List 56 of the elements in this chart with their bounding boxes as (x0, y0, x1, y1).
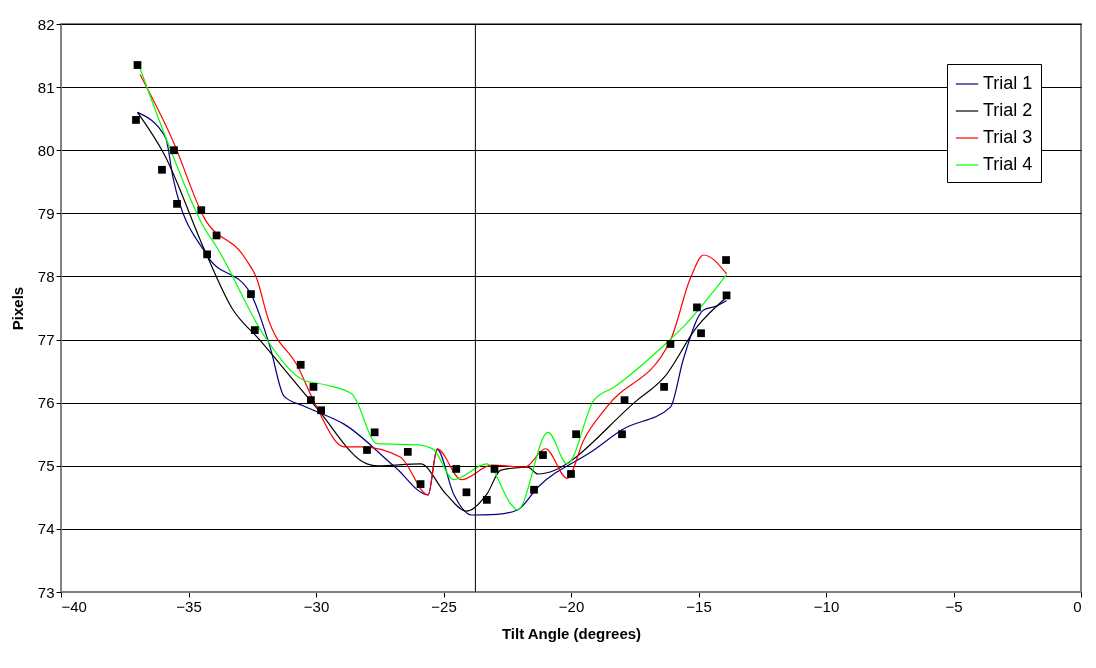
point (722, 256, 730, 264)
point (158, 165, 166, 174)
y-tick-label: 79 (37, 204, 55, 222)
x-tick-label: 0 (1073, 597, 1082, 615)
x-tick-label: −40 (61, 597, 87, 615)
point (567, 470, 575, 478)
point (539, 451, 547, 459)
legend-label: Trial 3 (983, 127, 1033, 147)
x-tick-label: −30 (303, 597, 330, 615)
point (370, 428, 379, 437)
point (296, 360, 305, 369)
point (490, 465, 499, 473)
point (307, 396, 315, 405)
legend-label: Trial 4 (983, 154, 1033, 174)
point (170, 146, 178, 155)
point (462, 488, 471, 497)
point (530, 485, 538, 494)
x-tick-label: −15 (686, 597, 712, 615)
y-tick-label: 76 (37, 394, 55, 412)
legend-label: Trial 2 (983, 100, 1033, 120)
point (247, 290, 255, 298)
y-tick-label: 75 (37, 457, 55, 475)
point (416, 480, 425, 488)
point (452, 465, 461, 473)
y-tick-label: 82 (37, 15, 55, 33)
point (317, 406, 325, 415)
point (403, 448, 412, 456)
x-tick-label: −25 (431, 597, 457, 615)
point (697, 329, 705, 338)
point (133, 61, 142, 69)
y-tick-label: 73 (37, 583, 55, 601)
x-axis-title: Tilt Angle (degrees) (501, 624, 642, 642)
y-axis-title: Pixels (8, 286, 26, 331)
point (173, 199, 181, 208)
y-tick-label: 80 (37, 141, 55, 159)
point (197, 206, 206, 215)
point (363, 446, 371, 454)
point (482, 495, 491, 504)
y-tick-label: 81 (37, 78, 55, 96)
legend-label: Trial 1 (983, 73, 1033, 93)
point (203, 250, 211, 259)
point (132, 116, 140, 124)
point (660, 383, 668, 391)
point (693, 303, 701, 312)
point (618, 430, 626, 439)
x-tick-label: −20 (558, 597, 585, 615)
point (250, 326, 259, 334)
x-tick-label: −10 (813, 597, 840, 615)
y-tick-label: 74 (37, 520, 55, 538)
x-tick-label: −35 (176, 597, 202, 615)
point (572, 430, 580, 439)
y-tick-label: 78 (37, 267, 55, 285)
point (666, 340, 675, 348)
x-tick-label: −5 (945, 597, 963, 615)
point (309, 383, 318, 391)
y-tick-label: 77 (37, 331, 55, 349)
